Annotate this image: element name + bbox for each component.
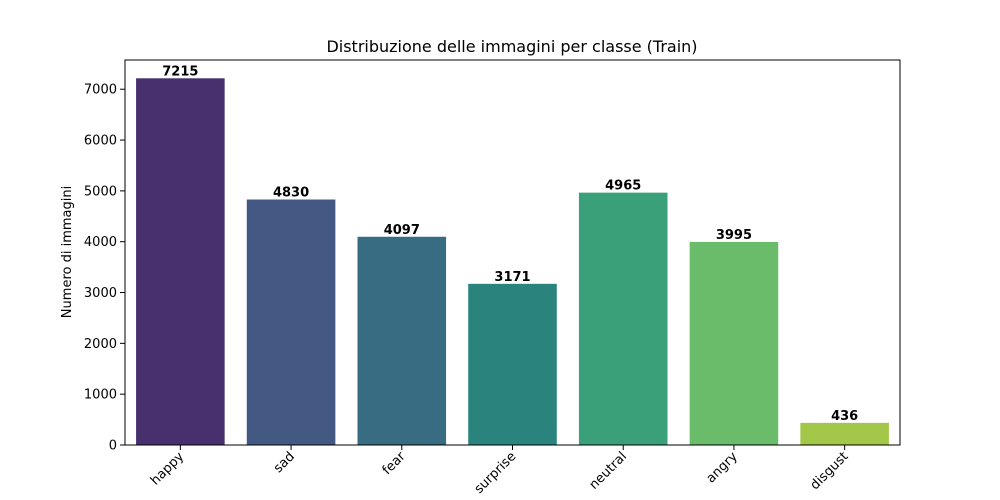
y-tick-label: 7000 [84, 83, 117, 98]
bar-neutral [578, 192, 668, 445]
value-label-surprise: 3171 [494, 270, 530, 285]
bar-fear [357, 236, 447, 445]
value-label-disgust: 436 [831, 409, 858, 424]
value-label-happy: 7215 [162, 64, 198, 79]
bars-group [136, 78, 889, 445]
y-axis: 0 1000 2000 3000 4000 5000 6000 7000 [84, 83, 125, 454]
y-tick-label: 3000 [84, 286, 117, 301]
y-tick-label: 2000 [84, 337, 117, 352]
y-tick-label: 1000 [84, 388, 117, 403]
x-tick-label-surprise: surprise [472, 449, 520, 497]
y-tick-label: 4000 [84, 235, 117, 250]
bar-angry [689, 241, 779, 445]
x-axis: happy sad fear surprise neutral angry disgust [148, 445, 851, 497]
x-tick-label-disgust: disgust [808, 449, 852, 493]
bar-disgust [800, 422, 889, 445]
x-tick-label-sad: sad [271, 449, 298, 476]
y-tick-label: 6000 [84, 134, 117, 149]
value-label-sad: 4830 [273, 186, 309, 201]
chart-title: Distribuzione delle immagini per classe … [326, 37, 697, 56]
x-tick-label-neutral: neutral [587, 449, 630, 492]
x-tick-label-happy: happy [148, 449, 187, 488]
value-label-fear: 4097 [384, 223, 420, 238]
value-labels-group: 7215 4830 4097 3171 4965 3995 436 [162, 64, 858, 424]
bar-surprise [468, 283, 557, 445]
y-tick-label: 0 [109, 439, 117, 454]
bar-sad [246, 199, 336, 445]
x-tick-label-angry: angry [704, 449, 741, 486]
value-label-neutral: 4965 [605, 179, 641, 194]
value-label-angry: 3995 [716, 228, 752, 243]
plot-frame [124, 59, 901, 446]
y-axis-label: Numero di immagini [60, 186, 75, 318]
bar-happy [136, 78, 225, 445]
x-tick-label-fear: fear [380, 449, 409, 478]
y-tick-label: 5000 [84, 184, 117, 199]
